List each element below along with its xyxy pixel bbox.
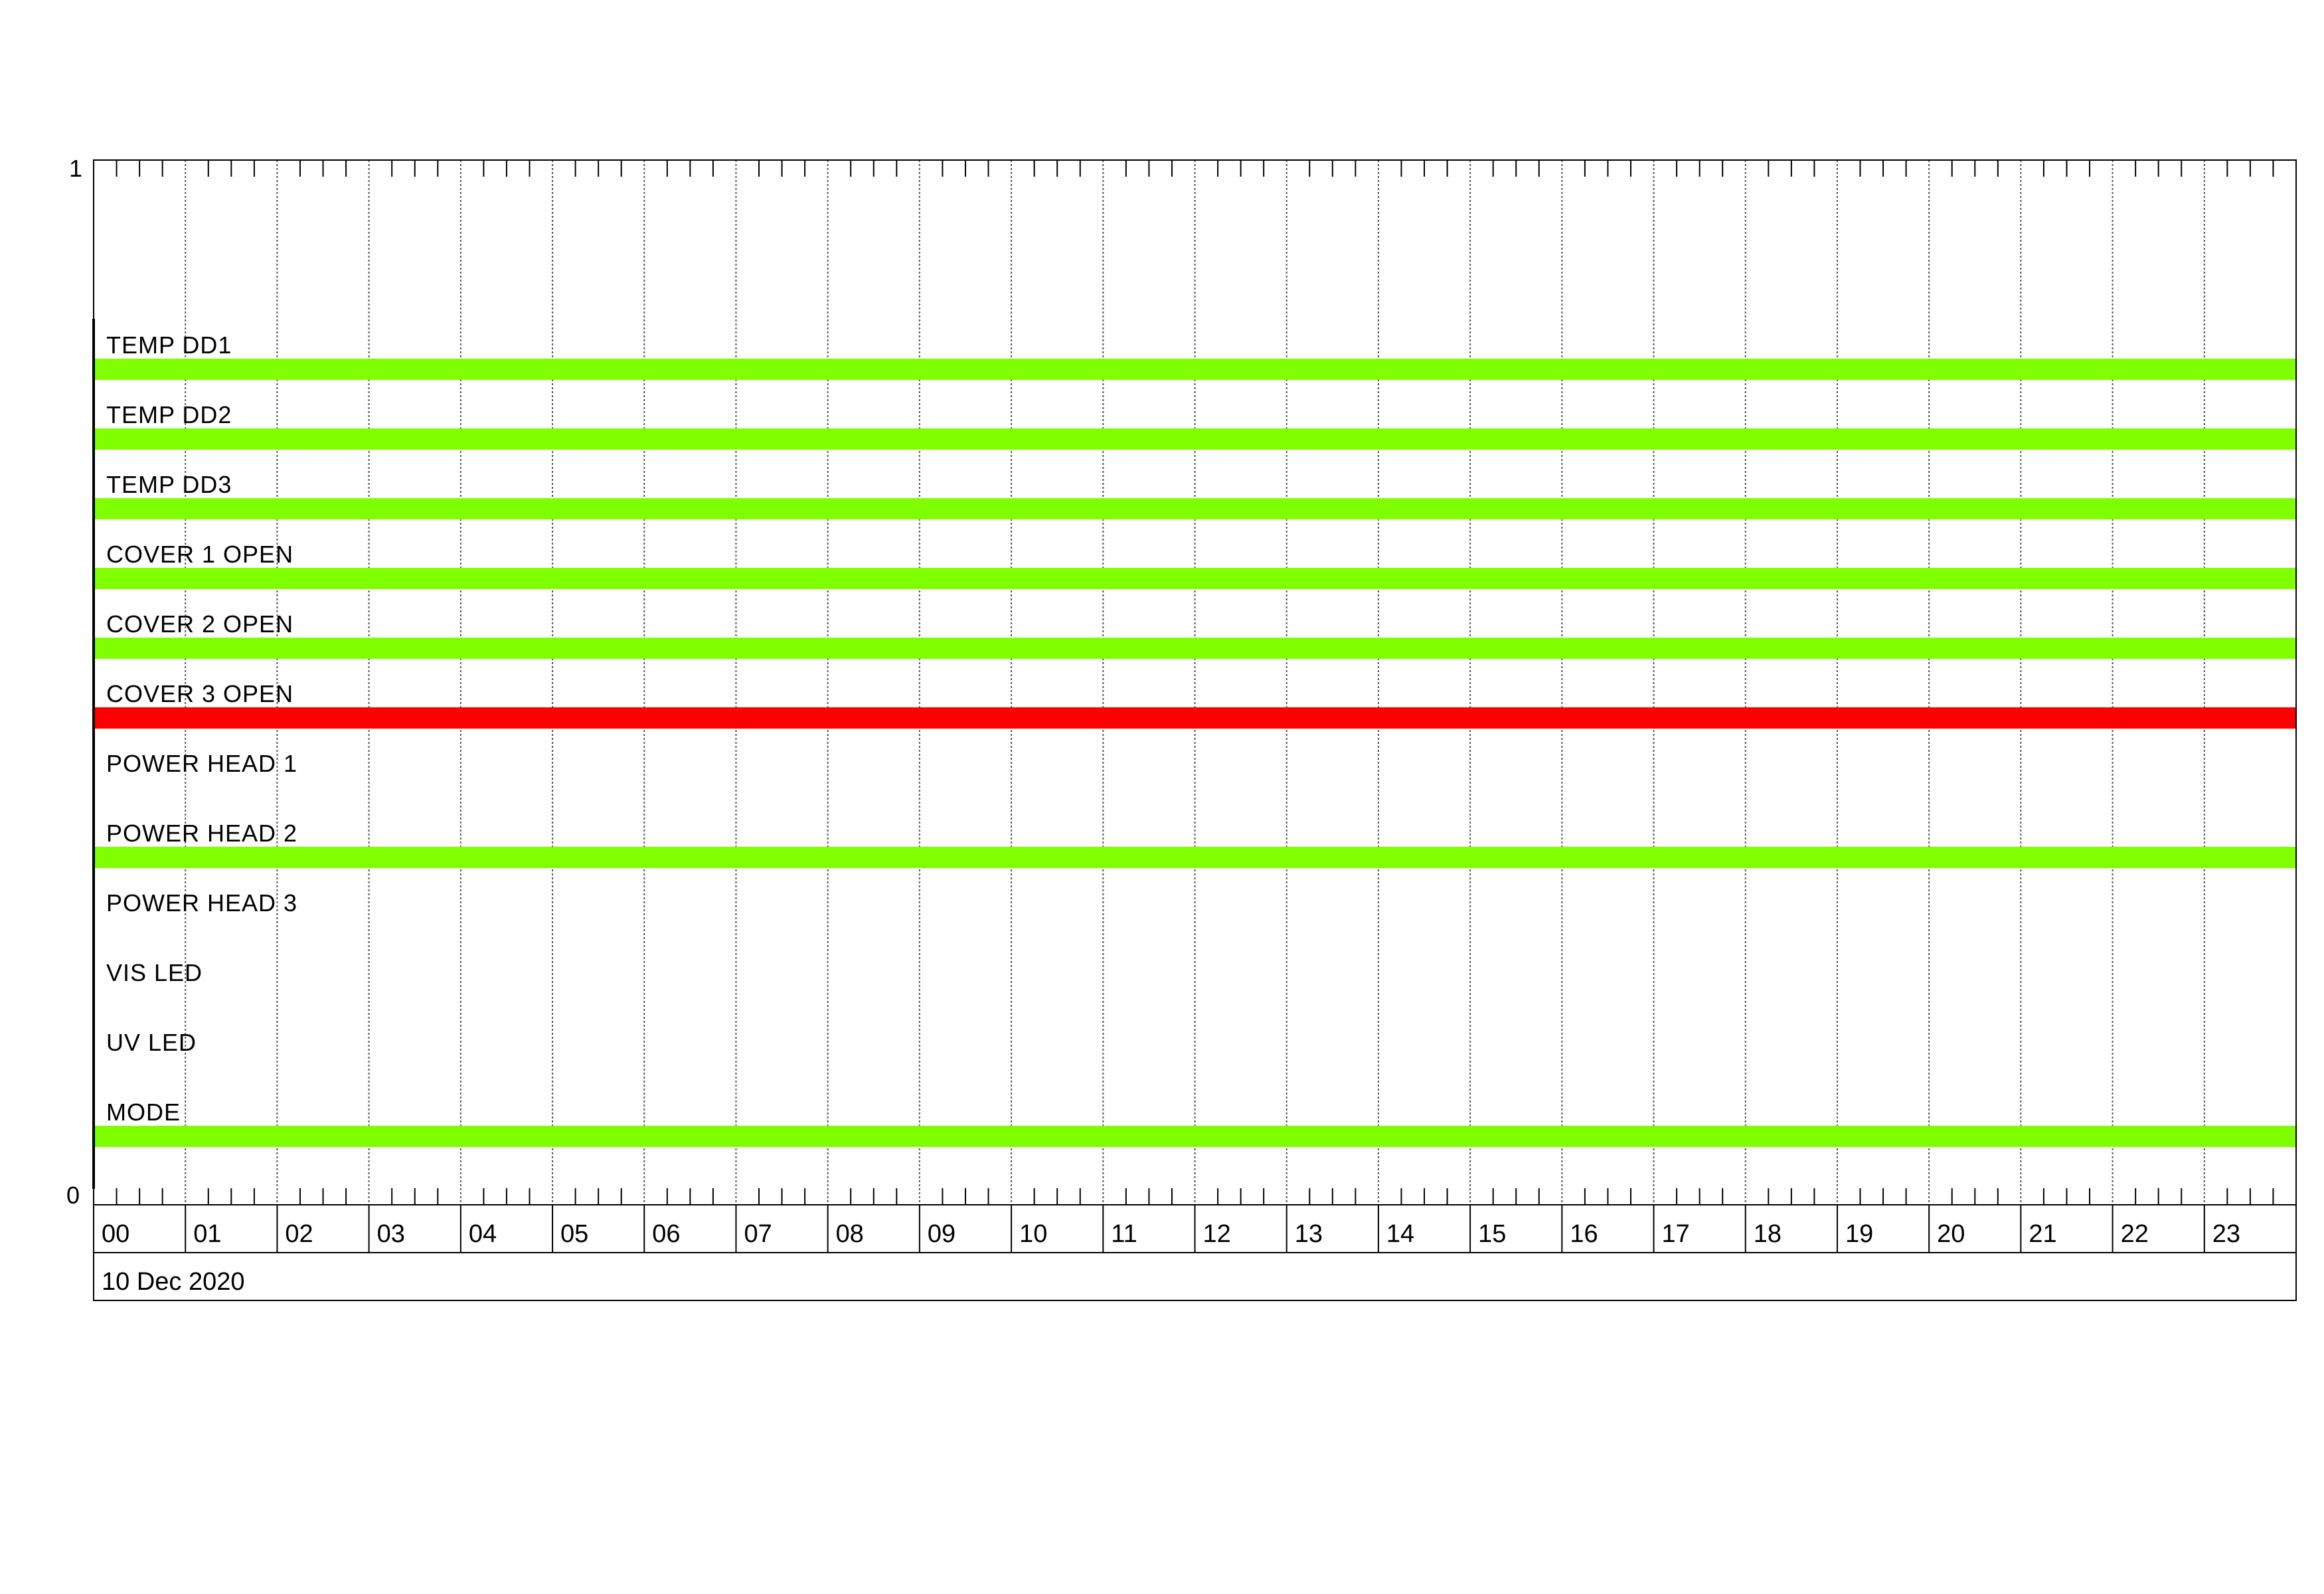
x-tick-label: 13 xyxy=(1295,1220,1323,1248)
series-labels: TEMP DD1 TEMP DD2 TEMP DD3 COVER 1 OPEN COVE… xyxy=(106,331,297,1126)
status-bar-off xyxy=(94,707,2296,729)
status-bar-on xyxy=(94,638,2296,659)
status-bar-on xyxy=(94,568,2296,589)
x-tick-label: 23 xyxy=(2212,1220,2240,1248)
x-tick-label: 05 xyxy=(560,1220,588,1248)
x-tick-label: 19 xyxy=(1845,1220,1873,1248)
y-label-bottom: 0 xyxy=(66,1182,80,1209)
series-label: POWER HEAD 2 xyxy=(106,820,297,847)
series-label: POWER HEAD 1 xyxy=(106,750,297,777)
x-tick-label: 08 xyxy=(836,1220,864,1248)
series-label: COVER 1 OPEN xyxy=(106,541,293,568)
series-label: MODE xyxy=(106,1099,181,1126)
y-label-top: 1 xyxy=(69,155,82,182)
status-bar-on xyxy=(94,428,2296,450)
series-label: COVER 3 OPEN xyxy=(106,680,293,707)
x-tick-label: 16 xyxy=(1570,1220,1598,1248)
x-tick-label: 15 xyxy=(1478,1220,1506,1248)
x-tick-label: 09 xyxy=(928,1220,955,1248)
x-tick-label: 21 xyxy=(2029,1220,2056,1248)
status-bar-on xyxy=(94,359,2296,380)
x-tick-label: 14 xyxy=(1386,1220,1414,1248)
x-tick-label: 04 xyxy=(469,1220,497,1248)
series-label: VIS LED xyxy=(106,959,203,986)
status-bar-on xyxy=(94,498,2296,519)
series-label: COVER 2 OPEN xyxy=(106,610,293,638)
x-tick-label: 10 xyxy=(1019,1220,1047,1248)
x-tick-label: 01 xyxy=(193,1220,221,1248)
x-tick-label: 03 xyxy=(377,1220,405,1248)
series-label: TEMP DD2 xyxy=(106,401,232,428)
series-label: POWER HEAD 3 xyxy=(106,889,297,917)
x-tick-label: 07 xyxy=(744,1220,772,1248)
x-tick-label: 11 xyxy=(1111,1220,1137,1248)
grid xyxy=(185,160,2205,1205)
x-tick-label: 06 xyxy=(652,1220,680,1248)
status-bar-on xyxy=(94,1126,2296,1147)
x-tick-label: 17 xyxy=(1662,1220,1690,1248)
x-tick-label: 00 xyxy=(102,1220,129,1248)
series-label: TEMP DD1 xyxy=(106,331,232,359)
x-tick-label: 20 xyxy=(1937,1220,1965,1248)
axes: 00 01 02 03 04 05 06 07 08 09 10 11 12 13 14 15 16 17 18 19… xyxy=(92,159,2297,1301)
x-tick-label: 18 xyxy=(1754,1220,1782,1248)
series-label: UV LED xyxy=(106,1029,197,1056)
x-tick-label: 02 xyxy=(285,1220,313,1248)
x-tick-label: 22 xyxy=(2121,1220,2149,1248)
x-tick-label: 12 xyxy=(1203,1220,1231,1248)
bars xyxy=(94,359,2296,1147)
status-bar-on xyxy=(94,847,2296,868)
date-label: 10 Dec 2020 xyxy=(102,1268,245,1296)
series-label: TEMP DD3 xyxy=(106,471,232,498)
